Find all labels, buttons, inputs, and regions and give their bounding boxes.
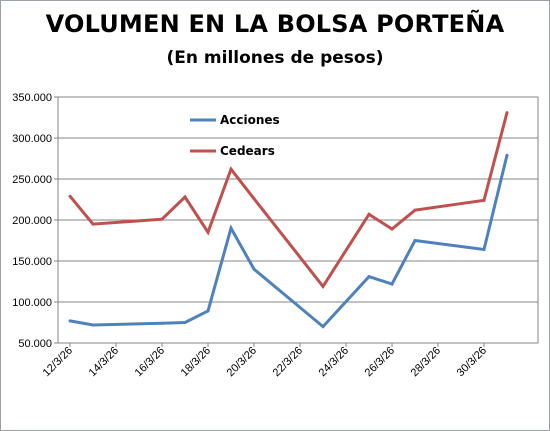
data-point-acciones <box>321 325 325 329</box>
x-tick-label: 24/3/26 <box>317 345 351 379</box>
y-tick-label: 100.000 <box>12 297 52 309</box>
data-point-acciones <box>252 267 256 271</box>
x-axis-ticks: 12/3/26 14/3/26 16/3/26 18/3/26 20/3/26 22/3/… <box>41 343 489 379</box>
data-point-acciones <box>206 309 210 313</box>
x-tick-label: 22/3/26 <box>271 345 305 379</box>
series-line-cedears <box>68 112 509 289</box>
data-point-cedears <box>252 197 256 201</box>
data-point-acciones <box>91 323 95 327</box>
y-tick-label: 150.000 <box>12 256 52 268</box>
data-point-cedears <box>206 230 210 234</box>
data-point-cedears <box>505 111 509 115</box>
series-lines <box>68 111 509 329</box>
y-tick-label: 300.000 <box>12 133 52 145</box>
data-point-acciones <box>505 153 509 157</box>
data-point-acciones <box>68 319 72 323</box>
x-tick-label: 14/3/26 <box>87 345 121 379</box>
data-point-cedears <box>390 227 394 231</box>
data-point-acciones <box>482 248 486 252</box>
data-point-acciones <box>413 239 417 242</box>
data-point-cedears <box>482 198 486 202</box>
data-point-acciones <box>183 321 187 324</box>
data-point-acciones <box>367 275 371 279</box>
chart-subtitle: (En millones de pesos) <box>166 48 384 68</box>
y-tick-label: 50.000 <box>18 338 52 350</box>
legend: Acciones Cedears <box>190 113 280 158</box>
x-tick-label: 18/3/26 <box>179 345 213 379</box>
y-tick-label: 250.000 <box>12 174 52 186</box>
data-point-cedears <box>367 212 371 216</box>
data-point-cedears <box>413 208 417 212</box>
y-tick-label: 350.000 <box>12 92 52 104</box>
data-point-acciones <box>390 282 394 286</box>
data-point-cedears <box>68 194 72 198</box>
legend-label-cedears: Cedears <box>220 144 275 158</box>
x-tick-label: 26/3/26 <box>363 345 397 379</box>
chart-title: VOLUMEN EN LA BOLSA PORTEÑA <box>45 10 505 38</box>
x-tick-label: 30/3/26 <box>455 345 489 379</box>
x-tick-label: 28/3/26 <box>409 345 443 379</box>
x-tick-label: 16/3/26 <box>133 345 167 379</box>
data-point-cedears <box>321 284 325 288</box>
data-point-cedears <box>91 222 95 226</box>
x-tick-label: 20/3/26 <box>225 345 259 379</box>
data-point-acciones <box>229 226 233 230</box>
y-axis-ticks: 50.000 100.000 150.000 200.000 250.000 300.00… <box>12 92 58 350</box>
y-tick-label: 200.000 <box>12 215 52 227</box>
data-point-acciones <box>160 321 164 325</box>
legend-label-acciones: Acciones <box>220 113 280 127</box>
data-point-cedears <box>183 195 187 199</box>
data-point-cedears <box>160 217 164 221</box>
data-point-cedears <box>229 167 233 171</box>
